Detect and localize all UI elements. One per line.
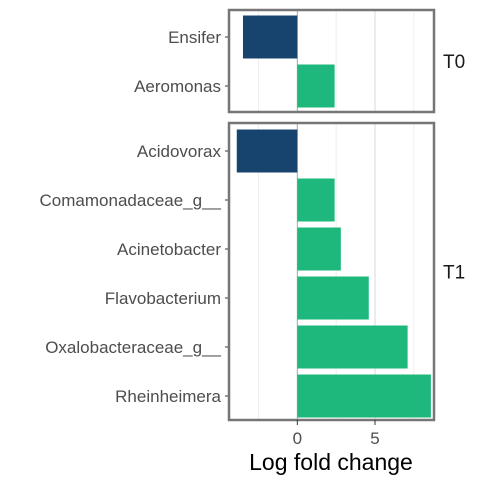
bar-acidovorax [236, 129, 298, 173]
y-tick-label: Oxalobacteraceae_g__ [45, 338, 221, 357]
facet-label-t1: T1 [443, 263, 465, 284]
y-tick-label: Aeromonas [134, 77, 221, 96]
bar-aeromonas [297, 64, 335, 108]
facet-label-t0: T0 [443, 52, 465, 73]
bar-comamonadaceae-g [297, 178, 335, 222]
y-tick-label: Flavobacterium [105, 289, 221, 308]
y-tick-label: Comamonadaceae_g__ [40, 191, 222, 210]
x-tick-label: 5 [370, 429, 379, 448]
x-axis-title: Log fold change [249, 449, 413, 475]
y-tick-label: Ensifer [168, 28, 221, 47]
bar-flavobacterium [297, 276, 369, 320]
x-tick-label: 0 [293, 429, 302, 448]
y-tick-label: Acinetobacter [117, 240, 221, 259]
bar-rheinheimera [297, 374, 431, 418]
bar-ensifer [242, 15, 298, 59]
bar-acinetobacter [297, 227, 341, 271]
y-tick-label: Rheinheimera [115, 387, 221, 406]
panel-border-t1 [227, 121, 436, 422]
panel-border-t0 [227, 8, 436, 114]
y-tick-label: Acidovorax [137, 142, 222, 161]
bar-oxalobacteraceae-g [297, 325, 408, 369]
